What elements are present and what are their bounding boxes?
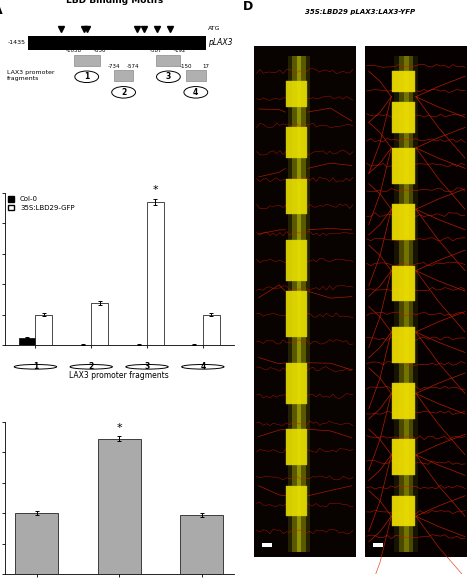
Text: -1435: -1435 xyxy=(7,41,25,45)
Text: -734: -734 xyxy=(108,64,120,69)
FancyBboxPatch shape xyxy=(185,70,206,81)
Legend: Col-0, 35S:LBD29-GFP: Col-0, 35S:LBD29-GFP xyxy=(8,197,74,211)
FancyBboxPatch shape xyxy=(74,55,100,66)
Bar xyxy=(15,513,58,574)
FancyBboxPatch shape xyxy=(286,240,307,281)
Circle shape xyxy=(156,71,180,82)
Bar xyxy=(203,315,219,346)
FancyBboxPatch shape xyxy=(27,36,206,50)
Text: *: * xyxy=(116,423,122,433)
Bar xyxy=(91,303,108,346)
FancyBboxPatch shape xyxy=(392,440,415,475)
FancyBboxPatch shape xyxy=(286,179,307,215)
FancyBboxPatch shape xyxy=(286,429,307,465)
X-axis label: LAX3 promoter fragments: LAX3 promoter fragments xyxy=(69,371,169,380)
FancyBboxPatch shape xyxy=(156,55,181,66)
Text: *: * xyxy=(153,186,158,195)
Text: D: D xyxy=(243,0,253,13)
FancyBboxPatch shape xyxy=(254,46,356,557)
FancyBboxPatch shape xyxy=(392,327,415,362)
FancyBboxPatch shape xyxy=(301,56,306,552)
FancyBboxPatch shape xyxy=(403,56,409,552)
Text: -387: -387 xyxy=(150,49,163,53)
FancyBboxPatch shape xyxy=(399,56,403,552)
Text: 3: 3 xyxy=(145,362,150,371)
Text: -1058: -1058 xyxy=(66,49,82,53)
FancyBboxPatch shape xyxy=(262,543,272,547)
Text: A: A xyxy=(0,3,3,17)
Bar xyxy=(130,345,147,346)
Text: 1: 1 xyxy=(84,72,90,81)
Text: 17: 17 xyxy=(202,64,210,69)
Text: LAX3 promoter
fragments: LAX3 promoter fragments xyxy=(7,70,55,81)
FancyBboxPatch shape xyxy=(297,56,301,552)
FancyBboxPatch shape xyxy=(292,56,297,552)
Text: LBD Binding Motifs: LBD Binding Motifs xyxy=(66,0,163,5)
Text: -850: -850 xyxy=(93,49,106,53)
FancyBboxPatch shape xyxy=(392,102,415,133)
FancyBboxPatch shape xyxy=(392,266,415,302)
FancyBboxPatch shape xyxy=(365,46,467,557)
FancyBboxPatch shape xyxy=(413,56,419,552)
Text: 2: 2 xyxy=(89,362,94,371)
Text: 1: 1 xyxy=(33,362,38,371)
Bar xyxy=(180,515,223,574)
Circle shape xyxy=(182,364,224,369)
FancyBboxPatch shape xyxy=(114,70,133,81)
FancyBboxPatch shape xyxy=(286,485,307,516)
FancyBboxPatch shape xyxy=(286,362,307,404)
FancyBboxPatch shape xyxy=(373,543,383,547)
Circle shape xyxy=(112,86,136,98)
FancyBboxPatch shape xyxy=(392,496,415,527)
FancyBboxPatch shape xyxy=(394,56,399,552)
Circle shape xyxy=(75,71,99,82)
FancyBboxPatch shape xyxy=(288,56,292,552)
FancyBboxPatch shape xyxy=(286,81,307,107)
Text: 3: 3 xyxy=(166,72,171,81)
FancyBboxPatch shape xyxy=(306,56,310,552)
Text: 2: 2 xyxy=(121,88,126,97)
Text: 4: 4 xyxy=(200,362,205,371)
Bar xyxy=(98,439,141,574)
Text: 4: 4 xyxy=(193,88,199,97)
Bar xyxy=(18,338,36,346)
Text: ATG: ATG xyxy=(209,26,221,31)
Circle shape xyxy=(126,364,168,369)
Circle shape xyxy=(14,364,56,369)
FancyBboxPatch shape xyxy=(392,71,415,92)
Text: 35S:LBD29 pLAX3:LAX3-YFP: 35S:LBD29 pLAX3:LAX3-YFP xyxy=(305,9,415,14)
Circle shape xyxy=(184,86,208,98)
FancyBboxPatch shape xyxy=(392,204,415,240)
FancyBboxPatch shape xyxy=(409,56,413,552)
Text: -574: -574 xyxy=(127,64,140,69)
FancyBboxPatch shape xyxy=(392,148,415,184)
Bar xyxy=(186,345,203,346)
Bar xyxy=(74,345,91,346)
Circle shape xyxy=(70,364,112,369)
Text: pLAX3: pLAX3 xyxy=(209,38,233,48)
FancyBboxPatch shape xyxy=(286,291,307,337)
FancyBboxPatch shape xyxy=(392,383,415,419)
FancyBboxPatch shape xyxy=(286,128,307,158)
Bar xyxy=(147,202,164,346)
Text: -150: -150 xyxy=(179,64,192,69)
Text: -192: -192 xyxy=(174,49,187,53)
Bar xyxy=(36,315,52,346)
